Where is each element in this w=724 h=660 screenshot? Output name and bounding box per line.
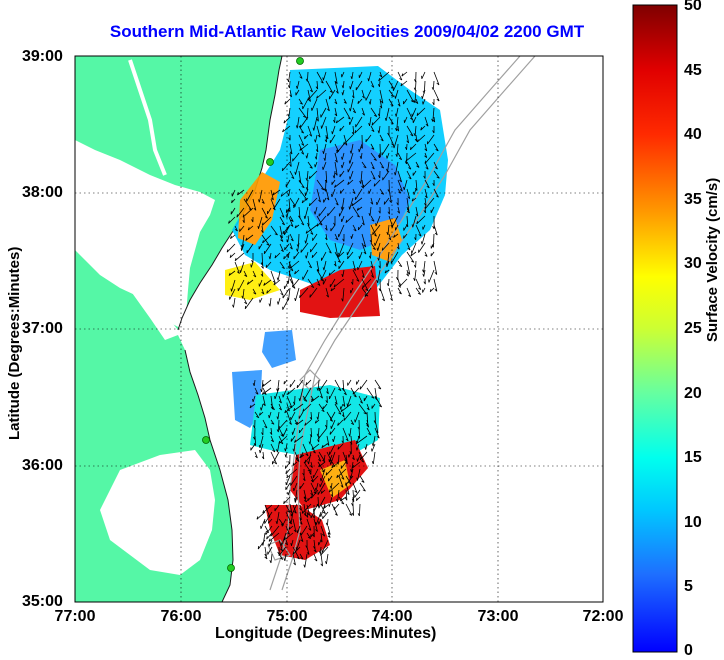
radar-stations [202, 57, 304, 572]
colorbar-tick: 5 [684, 578, 693, 595]
colorbar-tick: 30 [684, 255, 702, 272]
x-tick-label: 73:00 [477, 608, 519, 625]
x-tick-label: 72:00 [582, 608, 624, 625]
station-marker [202, 436, 210, 444]
colorbar-tick: 45 [684, 62, 702, 79]
colorbar-label: Surface Velocity (cm/s) [704, 177, 721, 342]
y-tick-label: 38:00 [22, 184, 63, 201]
grid-lines [75, 56, 603, 602]
colorbar-tick: 0 [684, 642, 693, 659]
colorbar-tick: 15 [684, 449, 702, 466]
colorbar-tick: 10 [684, 514, 702, 531]
map-title: Southern Mid-Atlantic Raw Velocities 200… [109, 22, 585, 41]
colorbar [632, 4, 678, 653]
colorbar-tick: 40 [684, 126, 702, 143]
colorbar-tick: 50 [684, 0, 702, 14]
colorbar-tick: 35 [684, 191, 702, 208]
x-tick-label: 76:00 [160, 608, 202, 625]
y-axis-label: Latitude (Degrees:Minutes) [6, 246, 23, 440]
colorbar-tick: 20 [684, 385, 702, 402]
vector-arrows [226, 71, 440, 568]
sound-pamlico [100, 450, 215, 575]
y-tick-label: 37:00 [22, 320, 63, 337]
y-tick-label: 35:00 [22, 593, 63, 610]
y-tick-label: 36:00 [22, 457, 63, 474]
chesapeake-bay [75, 140, 215, 328]
y-tick-label: 39:00 [22, 48, 63, 65]
x-tick-label: 77:00 [54, 608, 96, 625]
x-tick-label: 75:00 [266, 608, 308, 625]
colorbar-tick: 25 [684, 320, 702, 337]
x-axis-label: Longitude (Degrees:Minutes) [215, 625, 437, 642]
x-tick-label: 74:00 [371, 608, 413, 625]
velocity-field [225, 66, 448, 560]
bathymetry-contours [267, 56, 536, 591]
bay-inlet-upper [128, 59, 167, 176]
station-marker [266, 158, 274, 166]
station-marker [227, 564, 235, 572]
current-vectors [226, 71, 440, 568]
station-marker [296, 57, 304, 65]
plot-frame [74, 55, 604, 603]
